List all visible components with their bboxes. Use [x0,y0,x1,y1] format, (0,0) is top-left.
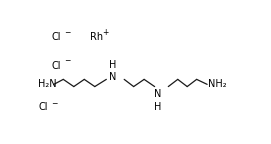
Text: H₂N: H₂N [38,79,57,89]
Text: Cl: Cl [52,60,61,71]
Text: H: H [154,102,162,112]
Text: Rh: Rh [89,32,103,42]
Text: NH₂: NH₂ [208,79,227,89]
Text: N: N [109,72,116,82]
Text: −: − [51,99,57,108]
Text: −: − [64,57,71,66]
Text: H: H [109,60,116,70]
Text: Cl: Cl [52,32,61,42]
Text: −: − [64,28,71,37]
Text: Cl: Cl [38,102,48,112]
Text: +: + [102,28,108,37]
Text: N: N [154,89,162,99]
